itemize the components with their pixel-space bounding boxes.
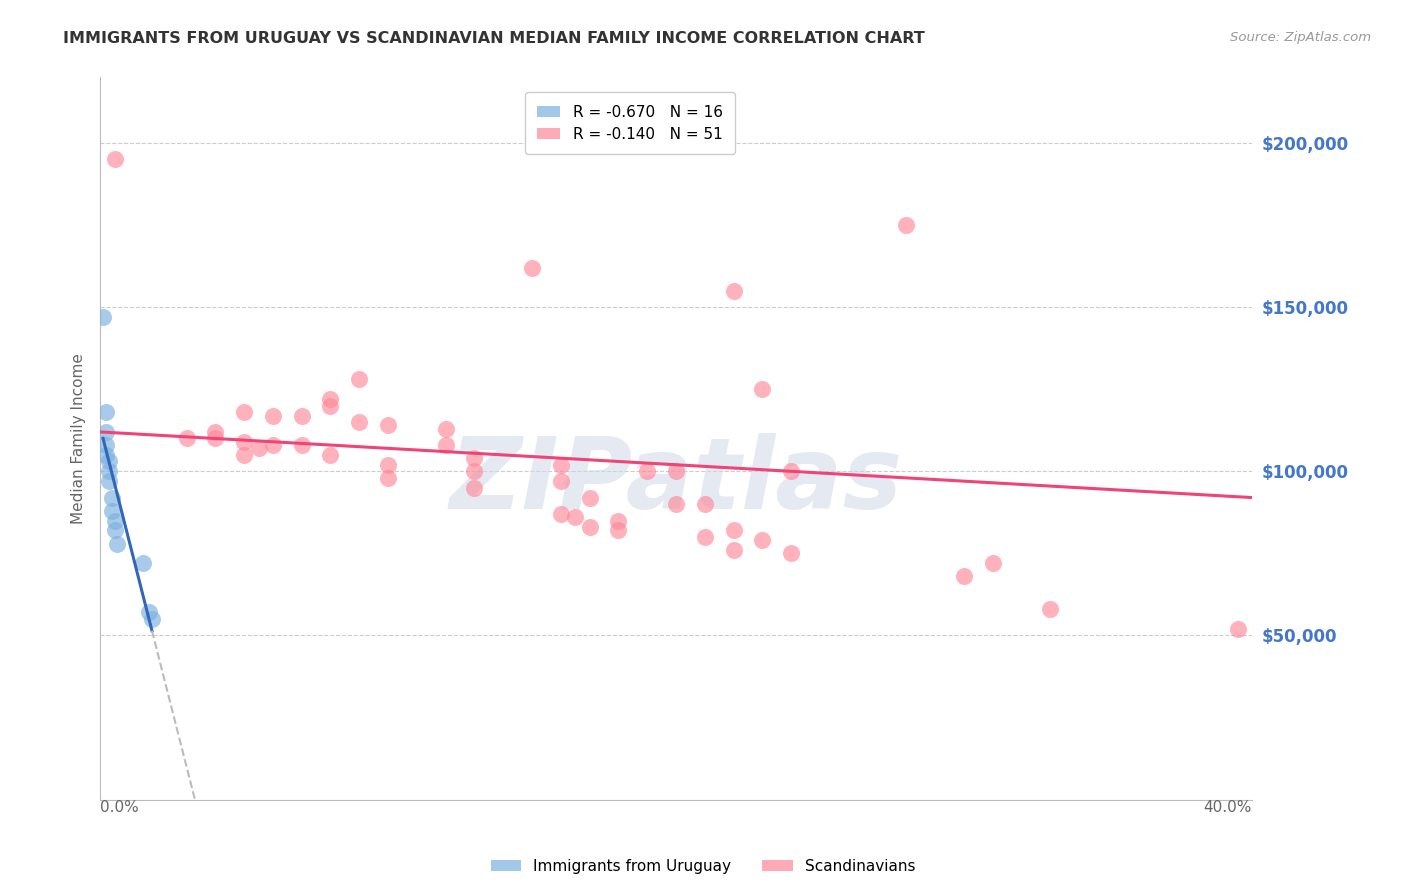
Point — [141, 612, 163, 626]
Point — [693, 530, 716, 544]
Point — [291, 409, 314, 423]
Point — [1039, 602, 1062, 616]
Text: 40.0%: 40.0% — [1204, 799, 1251, 814]
Point — [103, 153, 125, 167]
Text: ZIPatlas: ZIPatlas — [450, 434, 903, 531]
Point — [665, 464, 688, 478]
Point — [578, 491, 600, 505]
Legend: Immigrants from Uruguay, Scandinavians: Immigrants from Uruguay, Scandinavians — [485, 853, 921, 880]
Y-axis label: Median Family Income: Median Family Income — [72, 353, 86, 524]
Point — [349, 372, 371, 386]
Point — [97, 474, 120, 488]
Point — [723, 524, 745, 538]
Text: Source: ZipAtlas.com: Source: ZipAtlas.com — [1230, 31, 1371, 45]
Point — [578, 520, 600, 534]
Point — [550, 474, 572, 488]
Point — [319, 448, 342, 462]
Point — [233, 405, 256, 419]
Point — [204, 432, 226, 446]
Point — [723, 543, 745, 558]
Point — [204, 425, 226, 439]
Point — [665, 497, 688, 511]
Point — [520, 260, 543, 275]
Point — [564, 510, 586, 524]
Point — [247, 442, 270, 456]
Point — [262, 438, 284, 452]
Legend: R = -0.670   N = 16, R = -0.140   N = 51: R = -0.670 N = 16, R = -0.140 N = 51 — [526, 92, 735, 154]
Point — [751, 382, 773, 396]
Point — [463, 451, 485, 466]
Point — [1226, 622, 1249, 636]
Point — [981, 556, 1004, 570]
Point — [233, 448, 256, 462]
Point — [319, 392, 342, 406]
Point — [780, 464, 803, 478]
Point — [94, 438, 117, 452]
Point — [94, 425, 117, 439]
Point — [377, 471, 399, 485]
Point — [953, 569, 976, 583]
Point — [103, 514, 125, 528]
Point — [434, 438, 457, 452]
Text: IMMIGRANTS FROM URUGUAY VS SCANDINAVIAN MEDIAN FAMILY INCOME CORRELATION CHART: IMMIGRANTS FROM URUGUAY VS SCANDINAVIAN … — [63, 31, 925, 46]
Point — [97, 464, 120, 478]
Point — [94, 405, 117, 419]
Point — [97, 454, 120, 468]
Point — [463, 464, 485, 478]
Point — [550, 507, 572, 521]
Point — [138, 606, 160, 620]
Point — [693, 497, 716, 511]
Point — [100, 504, 122, 518]
Point — [434, 422, 457, 436]
Point — [550, 458, 572, 472]
Point — [607, 514, 630, 528]
Point — [291, 438, 314, 452]
Point — [607, 524, 630, 538]
Point — [319, 399, 342, 413]
Point — [107, 536, 129, 550]
Point — [349, 415, 371, 429]
Point — [463, 481, 485, 495]
Text: 0.0%: 0.0% — [100, 799, 139, 814]
Point — [233, 434, 256, 449]
Point — [103, 524, 125, 538]
Point — [377, 458, 399, 472]
Point — [896, 218, 918, 232]
Point — [91, 310, 114, 324]
Point — [780, 546, 803, 560]
Point — [636, 464, 658, 478]
Point — [94, 448, 117, 462]
Point — [176, 432, 198, 446]
Point — [377, 418, 399, 433]
Point — [262, 409, 284, 423]
Point — [100, 491, 122, 505]
Point — [751, 533, 773, 548]
Point — [723, 284, 745, 298]
Point — [132, 556, 155, 570]
